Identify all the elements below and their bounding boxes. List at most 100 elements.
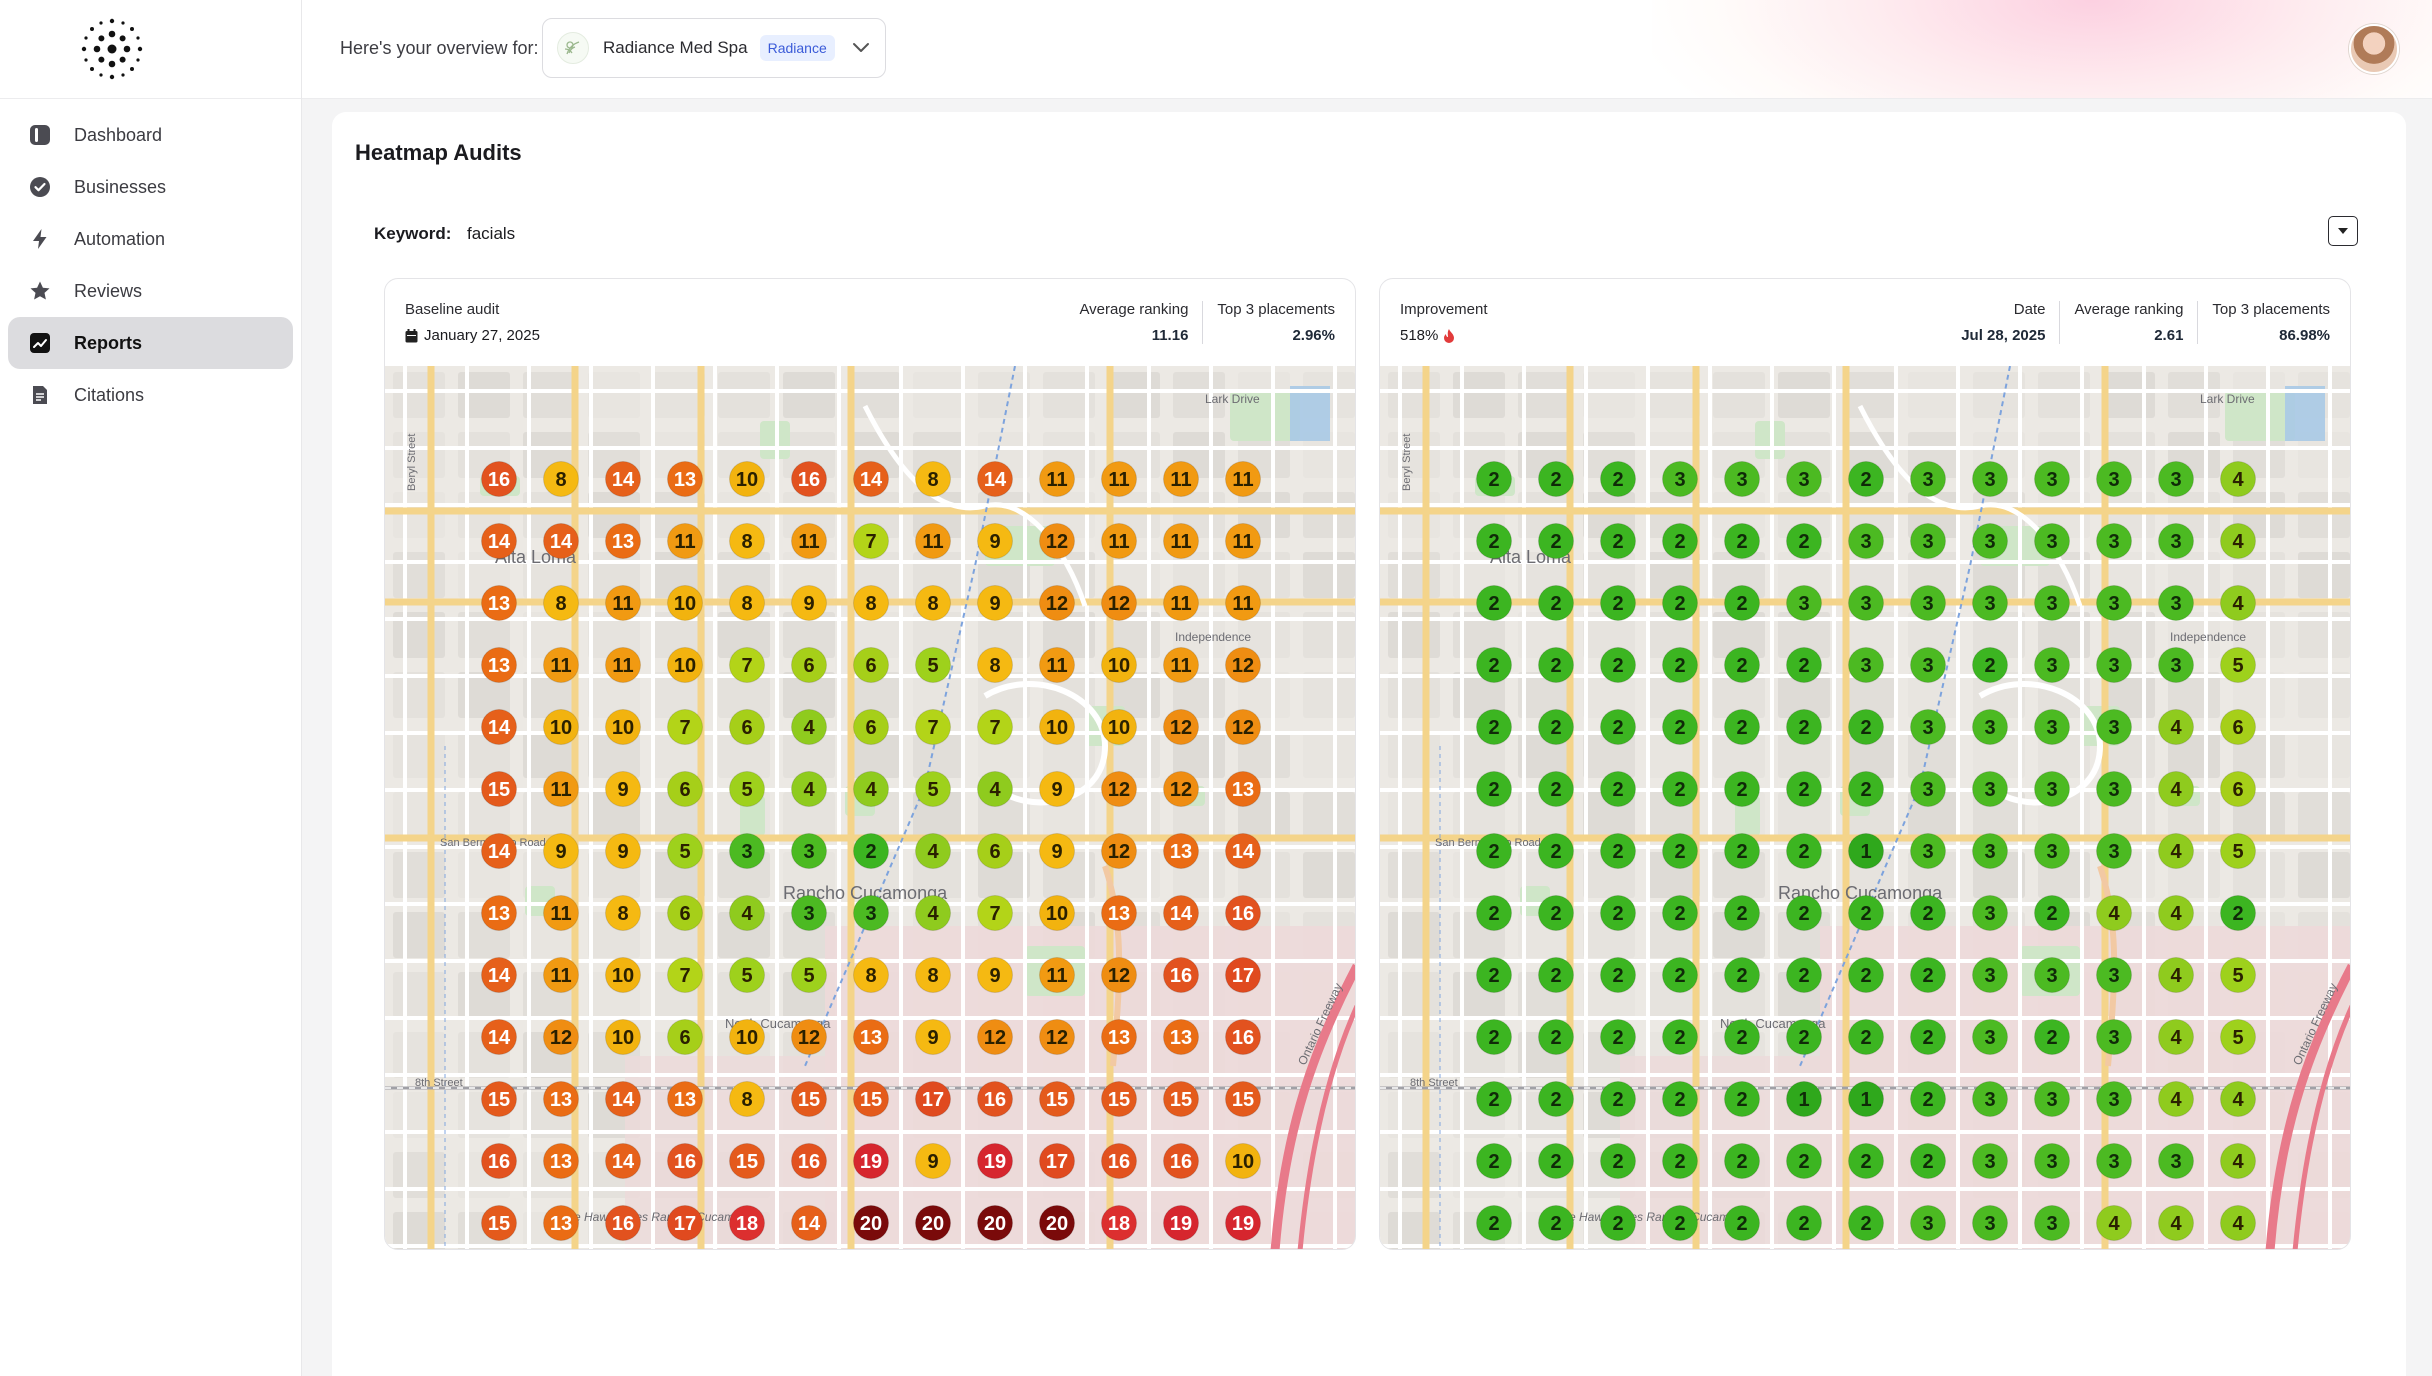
rank-marker[interactable]: 12 (1225, 709, 1261, 745)
rank-marker[interactable]: 4 (729, 895, 765, 931)
rank-marker[interactable]: 3 (1972, 461, 2008, 497)
rank-marker[interactable]: 16 (1225, 895, 1261, 931)
rank-marker[interactable]: 4 (915, 833, 951, 869)
rank-marker[interactable]: 6 (977, 833, 1013, 869)
rank-marker[interactable]: 2 (1600, 1081, 1636, 1117)
avatar[interactable] (2349, 24, 2399, 74)
rank-marker[interactable]: 3 (2034, 523, 2070, 559)
rank-marker[interactable]: 9 (543, 833, 579, 869)
rank-marker[interactable]: 15 (1039, 1081, 1075, 1117)
rank-marker[interactable]: 4 (2096, 1205, 2132, 1241)
rank-marker[interactable]: 10 (1039, 895, 1075, 931)
rank-marker[interactable]: 3 (2096, 1143, 2132, 1179)
rank-marker[interactable]: 10 (667, 585, 703, 621)
rank-marker[interactable]: 3 (1848, 647, 1884, 683)
rank-marker[interactable]: 3 (2158, 461, 2194, 497)
rank-marker[interactable]: 5 (667, 833, 703, 869)
rank-marker[interactable]: 2 (1600, 895, 1636, 931)
rank-marker[interactable]: 5 (791, 957, 827, 993)
rank-marker[interactable]: 3 (791, 833, 827, 869)
rank-marker[interactable]: 3 (1786, 461, 1822, 497)
rank-marker[interactable]: 2 (1476, 461, 1512, 497)
rank-marker[interactable]: 3 (2034, 1143, 2070, 1179)
rank-marker[interactable]: 15 (481, 1081, 517, 1117)
rank-marker[interactable]: 11 (1163, 647, 1199, 683)
rank-marker[interactable]: 9 (915, 1143, 951, 1179)
rank-marker[interactable]: 10 (729, 1019, 765, 1055)
rank-marker[interactable]: 2 (1662, 895, 1698, 931)
rank-marker[interactable]: 8 (729, 523, 765, 559)
rank-marker[interactable]: 10 (543, 709, 579, 745)
rank-marker[interactable]: 3 (2096, 585, 2132, 621)
rank-marker[interactable]: 3 (2158, 647, 2194, 683)
rank-marker[interactable]: 17 (667, 1205, 703, 1241)
rank-marker[interactable]: 13 (481, 647, 517, 683)
rank-marker[interactable]: 18 (1101, 1205, 1137, 1241)
rank-marker[interactable]: 16 (1225, 1019, 1261, 1055)
rank-marker[interactable]: 3 (1910, 461, 1946, 497)
rank-marker[interactable]: 16 (1163, 1143, 1199, 1179)
rank-marker[interactable]: 15 (1225, 1081, 1261, 1117)
rank-marker[interactable]: 15 (729, 1143, 765, 1179)
rank-marker[interactable]: 16 (791, 461, 827, 497)
rank-marker[interactable]: 2 (1662, 585, 1698, 621)
rank-marker[interactable]: 2 (1662, 1205, 1698, 1241)
rank-marker[interactable]: 14 (1163, 895, 1199, 931)
rank-marker[interactable]: 2 (1600, 461, 1636, 497)
rank-marker[interactable]: 2 (1476, 895, 1512, 931)
rank-marker[interactable]: 11 (543, 771, 579, 807)
rank-marker[interactable]: 15 (1101, 1081, 1137, 1117)
rank-marker[interactable]: 9 (605, 833, 641, 869)
rank-marker[interactable]: 2 (1848, 771, 1884, 807)
rank-marker[interactable]: 13 (853, 1019, 889, 1055)
rank-marker[interactable]: 7 (977, 709, 1013, 745)
rank-marker[interactable]: 2 (1538, 1081, 1574, 1117)
rank-marker[interactable]: 13 (1163, 833, 1199, 869)
rank-marker[interactable]: 8 (977, 647, 1013, 683)
rank-marker[interactable]: 11 (1039, 647, 1075, 683)
rank-marker[interactable]: 1 (1848, 833, 1884, 869)
rank-marker[interactable]: 4 (2220, 1205, 2256, 1241)
rank-marker[interactable]: 12 (1101, 771, 1137, 807)
rank-marker[interactable]: 3 (2034, 1081, 2070, 1117)
rank-marker[interactable]: 3 (2096, 1019, 2132, 1055)
rank-marker[interactable]: 2 (1600, 1205, 1636, 1241)
rank-marker[interactable]: 2 (1476, 647, 1512, 683)
rank-marker[interactable]: 2 (1662, 523, 1698, 559)
rank-marker[interactable]: 2 (1538, 957, 1574, 993)
sidebar-item-reviews[interactable]: Reviews (8, 265, 293, 317)
rank-marker[interactable]: 3 (1662, 461, 1698, 497)
rank-marker[interactable]: 3 (2096, 833, 2132, 869)
rank-marker[interactable]: 3 (729, 833, 765, 869)
rank-marker[interactable]: 2 (1724, 1143, 1760, 1179)
rank-marker[interactable]: 4 (791, 709, 827, 745)
rank-marker[interactable]: 9 (1039, 833, 1075, 869)
rank-marker[interactable]: 2 (1600, 957, 1636, 993)
rank-marker[interactable]: 2 (1538, 771, 1574, 807)
rank-marker[interactable]: 2 (1848, 1205, 1884, 1241)
rank-marker[interactable]: 2 (2220, 895, 2256, 931)
rank-marker[interactable]: 12 (543, 1019, 579, 1055)
rank-marker[interactable]: 2 (1786, 647, 1822, 683)
rank-marker[interactable]: 12 (791, 1019, 827, 1055)
rank-marker[interactable]: 15 (481, 771, 517, 807)
rank-marker[interactable]: 2 (1724, 585, 1760, 621)
rank-marker[interactable]: 7 (853, 523, 889, 559)
rank-marker[interactable]: 8 (729, 1081, 765, 1117)
rank-marker[interactable]: 3 (1786, 585, 1822, 621)
rank-marker[interactable]: 4 (2220, 1143, 2256, 1179)
rank-marker[interactable]: 2 (853, 833, 889, 869)
rank-marker[interactable]: 5 (2220, 1019, 2256, 1055)
rank-marker[interactable]: 6 (791, 647, 827, 683)
rank-marker[interactable]: 6 (667, 895, 703, 931)
rank-marker[interactable]: 6 (853, 709, 889, 745)
rank-marker[interactable]: 2 (1476, 957, 1512, 993)
rank-marker[interactable]: 13 (1163, 1019, 1199, 1055)
sidebar-item-citations[interactable]: Citations (8, 369, 293, 421)
rank-marker[interactable]: 11 (667, 523, 703, 559)
rank-marker[interactable]: 3 (2158, 1143, 2194, 1179)
rank-marker[interactable]: 11 (1225, 585, 1261, 621)
rank-marker[interactable]: 13 (481, 895, 517, 931)
rank-marker[interactable]: 11 (605, 585, 641, 621)
rank-marker[interactable]: 2 (1786, 1205, 1822, 1241)
